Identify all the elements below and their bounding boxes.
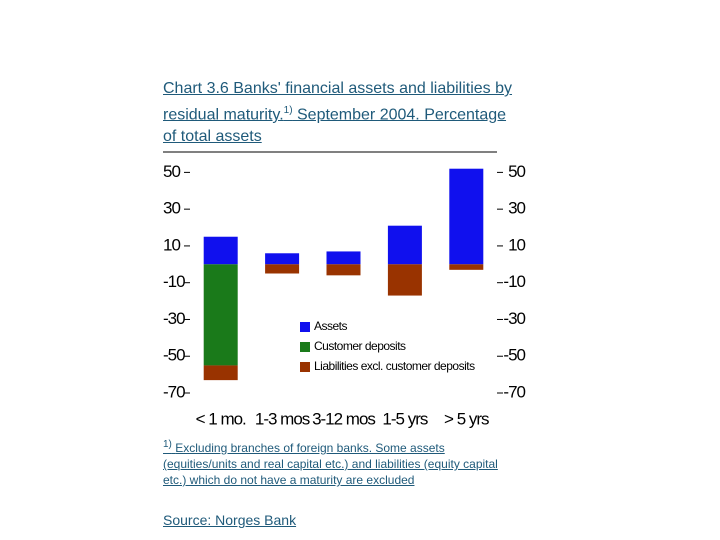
y2-tick-label: -30	[503, 309, 525, 328]
bar	[203, 236, 238, 265]
bar	[387, 225, 422, 265]
bar	[387, 264, 422, 296]
x-tick-label: < 1 mo.	[196, 409, 246, 428]
legend-swatch	[300, 322, 310, 332]
bar	[203, 365, 238, 381]
y2-tick-label: -10	[503, 272, 525, 291]
bar	[326, 264, 361, 276]
x-tick-label: 3-12 mos	[312, 409, 375, 428]
legend-label: Customer deposits	[314, 339, 406, 353]
title-note: 1)	[283, 105, 293, 116]
y-tick-label: 30	[163, 199, 180, 218]
y2-tick-label: -70	[503, 382, 525, 401]
bar	[203, 264, 238, 366]
footnote-text: Excluding branches of foreign banks. Som…	[163, 441, 498, 487]
y2-tick-label: 10	[508, 235, 525, 254]
footnote: 1) Excluding branches of foreign banks. …	[163, 437, 503, 488]
y2-tick-label: 30	[508, 199, 525, 218]
x-tick-label: 1-3 mos	[255, 409, 310, 428]
y2-tick-label: 50	[508, 162, 525, 181]
footnote-marker: 1)	[163, 439, 172, 450]
chart-title: Chart 3.6 Banks' financial assets and li…	[163, 78, 513, 148]
title-text: Chart 3.6 Banks' financial assets and li…	[163, 80, 513, 124]
y-tick-label: -70	[163, 382, 185, 401]
y-tick-label: 50	[163, 162, 180, 181]
bar	[326, 251, 361, 265]
y-tick-label: -30	[163, 309, 185, 328]
legend-swatch	[300, 362, 310, 372]
legend-label: Liabilities excl. customer deposits	[314, 359, 475, 373]
title-end: September 2004. Percentage of total asse…	[163, 106, 507, 146]
y-tick-label: -50	[163, 346, 185, 365]
legend-swatch	[300, 342, 310, 352]
y-tick-label: 10	[163, 235, 180, 254]
source: Source: Norges Bank	[163, 512, 297, 528]
y2-tick-label: -50	[503, 346, 525, 365]
x-tick-label: > 5 yrs	[444, 409, 489, 428]
bar	[265, 264, 300, 274]
legend-label: Assets	[314, 319, 348, 333]
x-tick-label: 1-5 yrs	[382, 409, 427, 428]
bar	[449, 168, 484, 265]
bar	[265, 253, 300, 265]
bar	[449, 264, 484, 270]
y-tick-label: -10	[163, 272, 185, 291]
